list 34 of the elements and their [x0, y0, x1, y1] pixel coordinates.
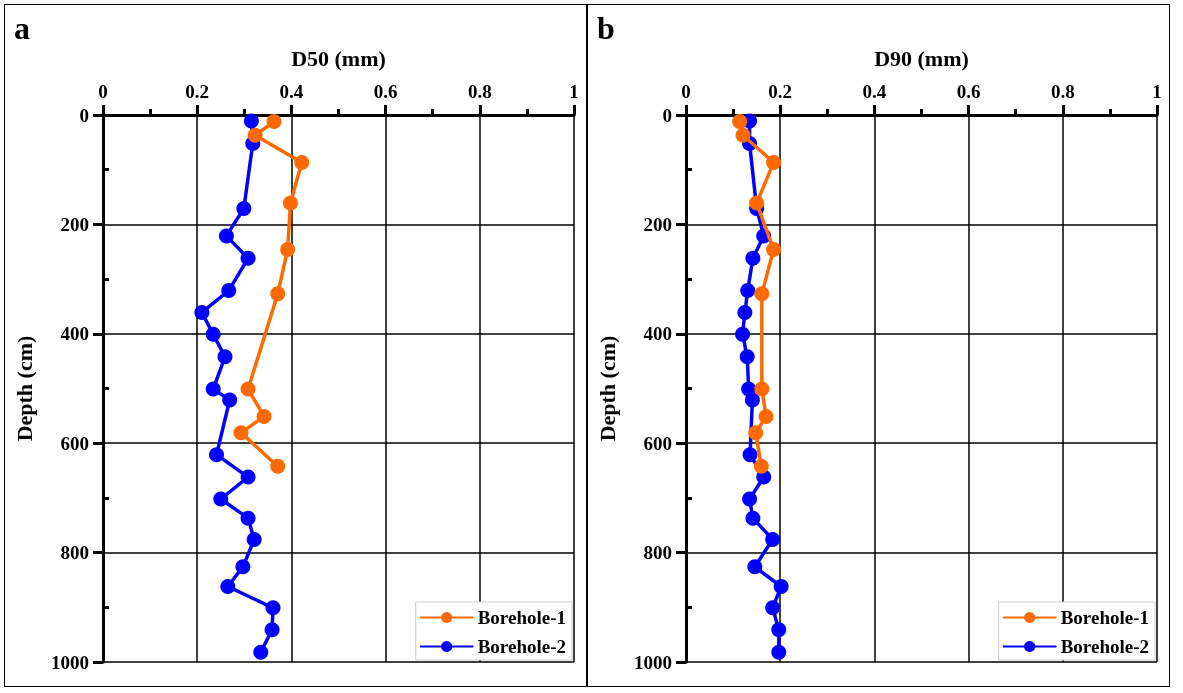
y-tick-label: 1000 [51, 651, 89, 673]
x-tick-label: 1 [1152, 81, 1162, 102]
y-tick-label: 400 [60, 323, 89, 345]
y-tick-label: 200 [643, 213, 672, 235]
x-axis-title: D50 (mm) [291, 45, 386, 71]
y-tick-label: 200 [60, 213, 89, 235]
y-tick-label: 800 [643, 542, 672, 564]
y-tick-label: 800 [60, 542, 89, 564]
y-tick-label: 0 [79, 104, 89, 126]
y-tick-label: 600 [60, 432, 89, 454]
x-tick-label: 0 [681, 81, 691, 102]
legend-label: Borehole-1 [1060, 607, 1150, 628]
x-tick-label: 1 [569, 81, 579, 102]
chart-title: a [14, 10, 30, 46]
x-tick-label: 0 [98, 81, 108, 102]
y-tick-label: 1000 [634, 651, 672, 673]
y-tick-label: 0 [662, 104, 672, 126]
y-tick-label: 600 [643, 432, 672, 454]
x-tick-label: 0.2 [185, 81, 210, 102]
x-tick-label: 0.6 [956, 81, 981, 102]
x-tick-label: 0.2 [768, 81, 793, 102]
x-tick-label: 0.8 [1050, 81, 1075, 102]
x-tick-label: 0.6 [373, 81, 398, 102]
y-tick-label: 400 [643, 323, 672, 345]
legend-label: Borehole-1 [477, 607, 567, 628]
chart-title: b [597, 10, 615, 46]
y-axis-title: Depth (cm) [11, 335, 37, 442]
x-tick-label: 0.8 [467, 81, 492, 102]
x-axis-title: D90 (mm) [874, 45, 969, 71]
legend-label: Borehole-2 [477, 636, 567, 657]
y-axis-title: Depth (cm) [594, 335, 620, 442]
x-tick-label: 0.4 [279, 81, 304, 102]
legend-label: Borehole-2 [1060, 636, 1150, 657]
x-tick-label: 0.4 [862, 81, 887, 102]
